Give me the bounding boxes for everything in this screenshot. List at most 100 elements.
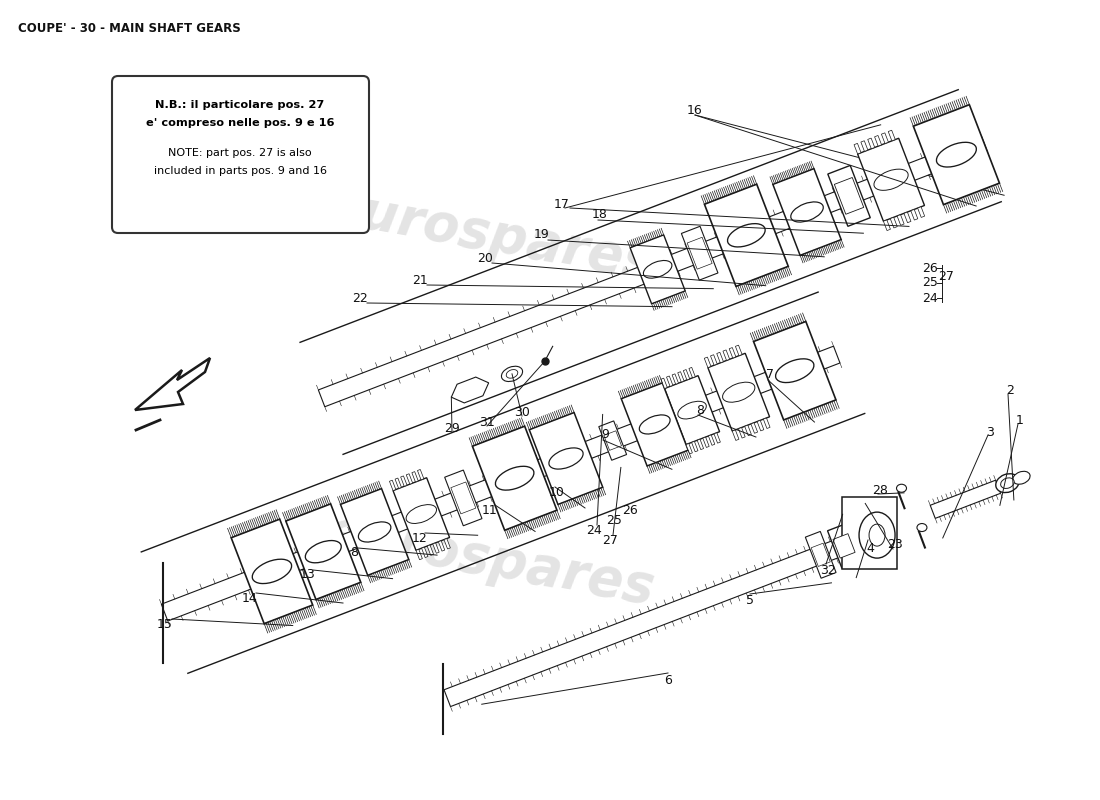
- Text: 24: 24: [586, 523, 602, 537]
- Polygon shape: [621, 383, 689, 466]
- Polygon shape: [883, 220, 890, 230]
- Ellipse shape: [506, 370, 518, 378]
- Polygon shape: [318, 135, 988, 406]
- Polygon shape: [395, 478, 402, 489]
- Ellipse shape: [678, 402, 706, 419]
- Polygon shape: [827, 524, 860, 568]
- FancyBboxPatch shape: [112, 76, 369, 233]
- Polygon shape: [763, 418, 770, 429]
- Polygon shape: [704, 184, 789, 286]
- Text: 4: 4: [866, 542, 873, 554]
- Text: COUPE' - 30 - MAIN SHAFT GEARS: COUPE' - 30 - MAIN SHAFT GEARS: [18, 22, 241, 35]
- Ellipse shape: [549, 448, 583, 469]
- Polygon shape: [162, 346, 840, 621]
- Text: 29: 29: [444, 422, 460, 434]
- Polygon shape: [678, 372, 684, 382]
- Text: 3: 3: [986, 426, 994, 438]
- Polygon shape: [904, 212, 911, 222]
- Text: 1: 1: [1016, 414, 1024, 426]
- Polygon shape: [135, 358, 210, 410]
- Polygon shape: [854, 143, 861, 154]
- Polygon shape: [400, 476, 407, 486]
- Polygon shape: [688, 238, 712, 269]
- Polygon shape: [451, 482, 476, 514]
- Polygon shape: [661, 378, 668, 389]
- Polygon shape: [757, 420, 763, 431]
- Text: 21: 21: [412, 274, 428, 286]
- Polygon shape: [723, 350, 729, 361]
- Ellipse shape: [917, 523, 927, 531]
- Polygon shape: [898, 214, 904, 226]
- Polygon shape: [729, 347, 736, 358]
- Polygon shape: [439, 541, 444, 551]
- Ellipse shape: [644, 261, 672, 278]
- Text: 26: 26: [922, 262, 938, 274]
- Polygon shape: [598, 421, 627, 460]
- Polygon shape: [890, 218, 898, 228]
- Text: e' compreso nelle pos. 9 e 16: e' compreso nelle pos. 9 e 16: [145, 118, 334, 128]
- Polygon shape: [686, 443, 692, 454]
- Text: 26: 26: [623, 503, 638, 517]
- Text: 27: 27: [938, 270, 954, 283]
- Ellipse shape: [306, 541, 341, 562]
- Polygon shape: [406, 474, 412, 484]
- Polygon shape: [911, 210, 917, 220]
- Polygon shape: [868, 138, 875, 149]
- Polygon shape: [714, 433, 720, 443]
- Ellipse shape: [723, 382, 755, 402]
- Polygon shape: [717, 352, 724, 363]
- Ellipse shape: [252, 559, 292, 583]
- Polygon shape: [630, 235, 685, 304]
- Text: 6: 6: [664, 674, 672, 686]
- Polygon shape: [427, 545, 433, 555]
- Polygon shape: [472, 426, 557, 530]
- Polygon shape: [697, 439, 704, 450]
- Text: 22: 22: [352, 291, 367, 305]
- Polygon shape: [432, 543, 439, 554]
- Polygon shape: [389, 480, 396, 490]
- Text: 27: 27: [602, 534, 618, 546]
- Polygon shape: [931, 480, 1001, 518]
- Polygon shape: [736, 345, 743, 356]
- Text: NOTE: part pos. 27 is also: NOTE: part pos. 27 is also: [168, 148, 311, 158]
- Text: 25: 25: [606, 514, 621, 526]
- Text: 11: 11: [482, 503, 498, 517]
- Polygon shape: [874, 135, 881, 146]
- Polygon shape: [828, 166, 870, 226]
- Ellipse shape: [776, 359, 814, 382]
- Ellipse shape: [859, 512, 895, 558]
- Ellipse shape: [1001, 478, 1014, 489]
- Ellipse shape: [791, 202, 823, 222]
- Text: 10: 10: [549, 486, 565, 498]
- Ellipse shape: [1013, 471, 1030, 484]
- Polygon shape: [913, 105, 1000, 205]
- Ellipse shape: [996, 474, 1019, 493]
- Ellipse shape: [502, 366, 522, 382]
- Polygon shape: [667, 376, 673, 386]
- Text: 32: 32: [821, 563, 836, 577]
- Text: 5: 5: [746, 594, 754, 606]
- Ellipse shape: [639, 415, 670, 434]
- Polygon shape: [708, 435, 715, 446]
- Ellipse shape: [873, 169, 909, 190]
- Polygon shape: [444, 538, 450, 549]
- FancyBboxPatch shape: [842, 497, 896, 569]
- Polygon shape: [444, 532, 861, 706]
- Polygon shape: [393, 478, 450, 550]
- Text: 28: 28: [872, 483, 888, 497]
- Polygon shape: [704, 357, 711, 368]
- Ellipse shape: [727, 224, 766, 247]
- Polygon shape: [689, 367, 695, 378]
- Polygon shape: [529, 413, 603, 505]
- Polygon shape: [861, 141, 868, 151]
- Ellipse shape: [896, 484, 906, 492]
- Text: 25: 25: [922, 277, 938, 290]
- Polygon shape: [754, 322, 836, 420]
- Polygon shape: [451, 377, 488, 403]
- Text: 14: 14: [242, 591, 257, 605]
- Ellipse shape: [495, 466, 534, 490]
- Text: N.B.: il particolare pos. 27: N.B.: il particolare pos. 27: [155, 100, 324, 110]
- Ellipse shape: [869, 524, 886, 546]
- Text: 8: 8: [350, 546, 358, 559]
- Text: 2: 2: [1006, 383, 1014, 397]
